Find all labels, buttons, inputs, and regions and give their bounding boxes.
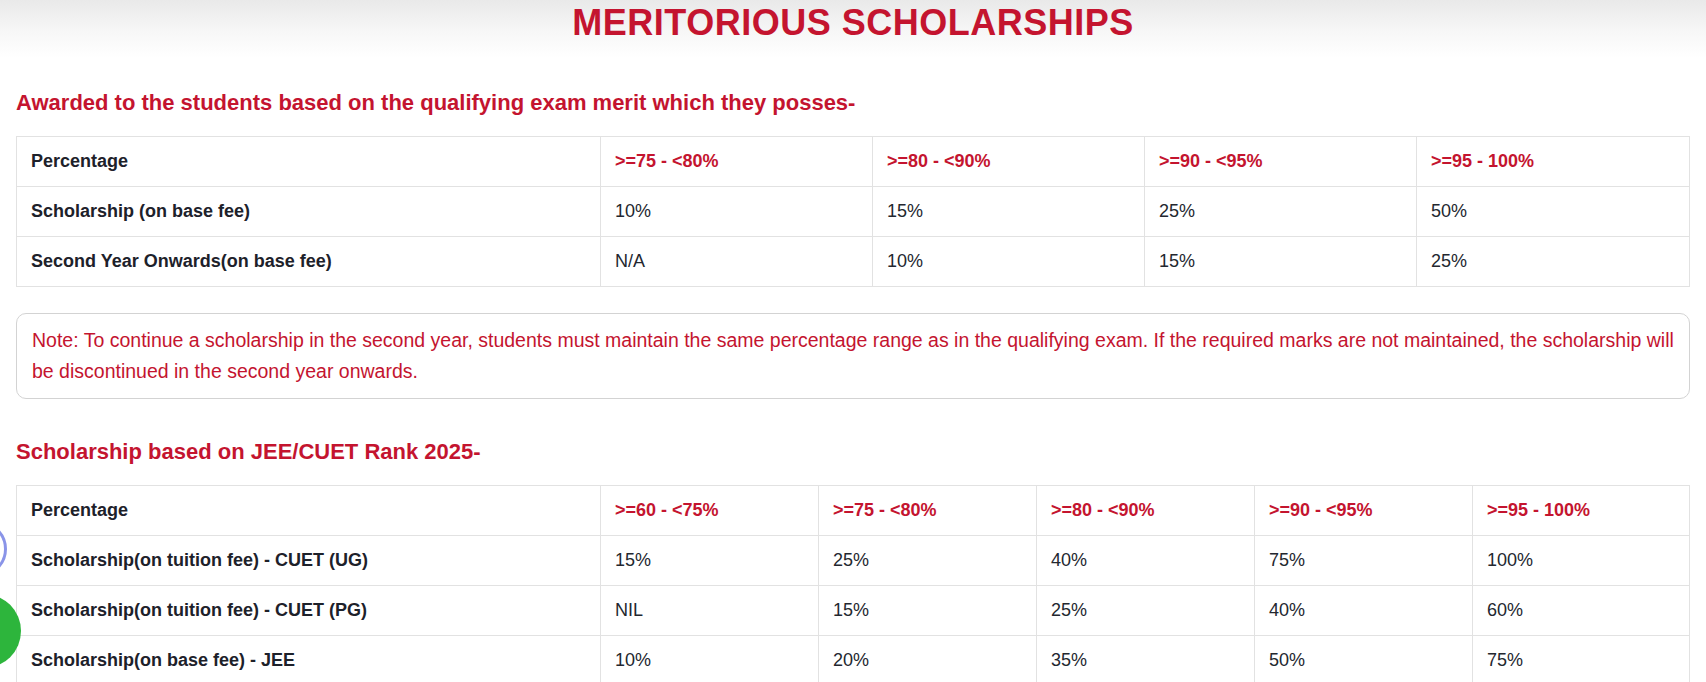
rank-row1-value-5: 100% [1473,536,1690,586]
rank-row1-label: Scholarship(on tuition fee) - CUET (UG) [17,536,601,586]
merit-header-percentage: Percentage [17,137,601,187]
table-header-row: Percentage >=75 - <80% >=80 - <90% >=90 … [17,137,1690,187]
rank-header-range-2: >=75 - <80% [819,486,1037,536]
page-title: MERITORIOUS SCHOLARSHIPS [0,0,1706,44]
merit-row2-value-3: 15% [1145,237,1417,287]
merit-header-range-4: >=95 - 100% [1417,137,1690,187]
rank-row2-value-3: 25% [1037,586,1255,636]
merit-section-heading: Awarded to the students based on the qua… [16,90,1690,116]
rank-row3-value-5: 75% [1473,636,1690,682]
rank-header-percentage: Percentage [17,486,601,536]
page-header-band: MERITORIOUS SCHOLARSHIPS [0,0,1706,58]
rank-row1-value-2: 25% [819,536,1037,586]
rank-header-range-5: >=95 - 100% [1473,486,1690,536]
merit-row2-value-2: 10% [873,237,1145,287]
merit-row2-label: Second Year Onwards(on base fee) [17,237,601,287]
main-content: Awarded to the students based on the qua… [0,90,1706,682]
merit-row1-value-1: 10% [601,187,873,237]
rank-row1-value-3: 40% [1037,536,1255,586]
rank-header-range-1: >=60 - <75% [601,486,819,536]
merit-row1-value-4: 50% [1417,187,1690,237]
rank-row2-value-5: 60% [1473,586,1690,636]
note-box: Note: To continue a scholarship in the s… [16,313,1690,399]
rank-row2-value-4: 40% [1255,586,1473,636]
rank-header-range-3: >=80 - <90% [1037,486,1255,536]
table-header-row: Percentage >=60 - <75% >=75 - <80% >=80 … [17,486,1690,536]
merit-row1-value-2: 15% [873,187,1145,237]
rank-row3-value-3: 35% [1037,636,1255,682]
table-row: Second Year Onwards(on base fee) N/A 10%… [17,237,1690,287]
rank-row2-value-2: 15% [819,586,1037,636]
rank-row2-value-1: NIL [601,586,819,636]
merit-header-range-2: >=80 - <90% [873,137,1145,187]
rank-row3-label: Scholarship(on base fee) - JEE [17,636,601,682]
rank-row2-label: Scholarship(on tuition fee) - CUET (PG) [17,586,601,636]
merit-row2-value-4: 25% [1417,237,1690,287]
table-row: Scholarship(on base fee) - JEE 10% 20% 3… [17,636,1690,682]
rank-row3-value-1: 10% [601,636,819,682]
merit-scholarship-table: Percentage >=75 - <80% >=80 - <90% >=90 … [16,136,1690,287]
merit-row1-label: Scholarship (on base fee) [17,187,601,237]
table-row: Scholarship(on tuition fee) - CUET (UG) … [17,536,1690,586]
merit-row1-value-3: 25% [1145,187,1417,237]
rank-row3-value-4: 50% [1255,636,1473,682]
table-row: Scholarship(on tuition fee) - CUET (PG) … [17,586,1690,636]
table-row: Scholarship (on base fee) 10% 15% 25% 50… [17,187,1690,237]
merit-row2-value-1: N/A [601,237,873,287]
rank-row1-value-4: 75% [1255,536,1473,586]
merit-header-range-3: >=90 - <95% [1145,137,1417,187]
rank-header-range-4: >=90 - <95% [1255,486,1473,536]
rank-row1-value-1: 15% [601,536,819,586]
merit-header-range-1: >=75 - <80% [601,137,873,187]
rank-section-heading: Scholarship based on JEE/CUET Rank 2025- [16,439,1690,465]
rank-scholarship-table: Percentage >=60 - <75% >=75 - <80% >=80 … [16,485,1690,682]
rank-row3-value-2: 20% [819,636,1037,682]
